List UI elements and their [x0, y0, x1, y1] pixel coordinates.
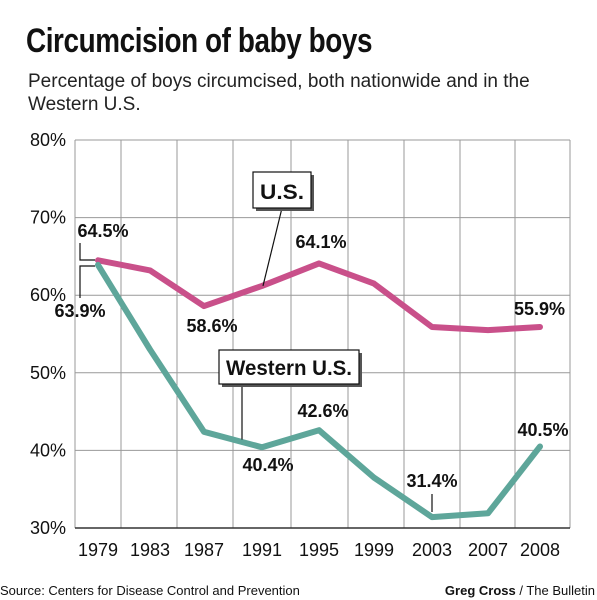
- credit-org: / The Bulletin: [515, 583, 595, 598]
- x-tick-label-1987: 1987: [184, 540, 224, 560]
- y-tick-label-70: 70%: [30, 208, 66, 228]
- data-label-western-1991: 40.4%: [242, 455, 293, 475]
- line-chart: 30% 40% 50% 60% 70% 80% 1979 1983 1987 1991 1995 19…: [30, 130, 571, 560]
- data-label-western-2003: 31.4%: [406, 471, 457, 491]
- data-label-western-1979: 63.9%: [54, 301, 105, 321]
- y-tick-label-40: 40%: [30, 440, 66, 460]
- data-label-us-1987: 58.6%: [186, 316, 237, 336]
- legend-label-western: Western U.S.: [226, 357, 352, 380]
- x-tick-label-1999: 1999: [354, 540, 394, 560]
- legend-label-us: U.S.: [260, 181, 304, 204]
- chart-subtitle: Percentage of boys circumcised, both nat…: [28, 71, 530, 115]
- chart-title: Circumcision of baby boys: [26, 22, 373, 60]
- data-label-western-1995: 42.6%: [297, 401, 348, 421]
- y-tick-label-60: 60%: [30, 285, 66, 305]
- y-tick-label-50: 50%: [30, 363, 66, 383]
- legend-leader-us: [262, 207, 283, 287]
- x-tick-label-1979: 1979: [78, 540, 118, 560]
- x-tick-label-1995: 1995: [299, 540, 339, 560]
- series-line-western: [95, 261, 543, 521]
- legend-box-western: [218, 349, 360, 385]
- data-label-us-1995: 64.1%: [295, 232, 346, 252]
- x-tick-label-2007: 2007: [468, 540, 508, 560]
- leader-us-1979: [79, 243, 95, 261]
- x-tick-label-2008: 2008: [520, 540, 560, 560]
- source-note: Source: Centers for Disease Control and …: [0, 583, 300, 598]
- y-tick-label-30: 30%: [30, 518, 66, 538]
- credit-line: Greg Cross / The Bulletin: [445, 583, 595, 598]
- data-label-us-2008: 55.9%: [514, 299, 565, 319]
- data-label-western-2008: 40.5%: [517, 420, 568, 440]
- leader-western-1979: [79, 265, 95, 298]
- series-line-us: [95, 257, 543, 334]
- x-tick-label-1991: 1991: [242, 540, 282, 560]
- x-tick-label-2003: 2003: [412, 540, 452, 560]
- y-tick-label-80: 80%: [30, 130, 66, 150]
- legend-box-us: [252, 171, 312, 209]
- data-label-us-1979: 64.5%: [77, 221, 128, 241]
- x-tick-label-1983: 1983: [130, 540, 170, 560]
- credit-name: Greg Cross: [444, 583, 516, 598]
